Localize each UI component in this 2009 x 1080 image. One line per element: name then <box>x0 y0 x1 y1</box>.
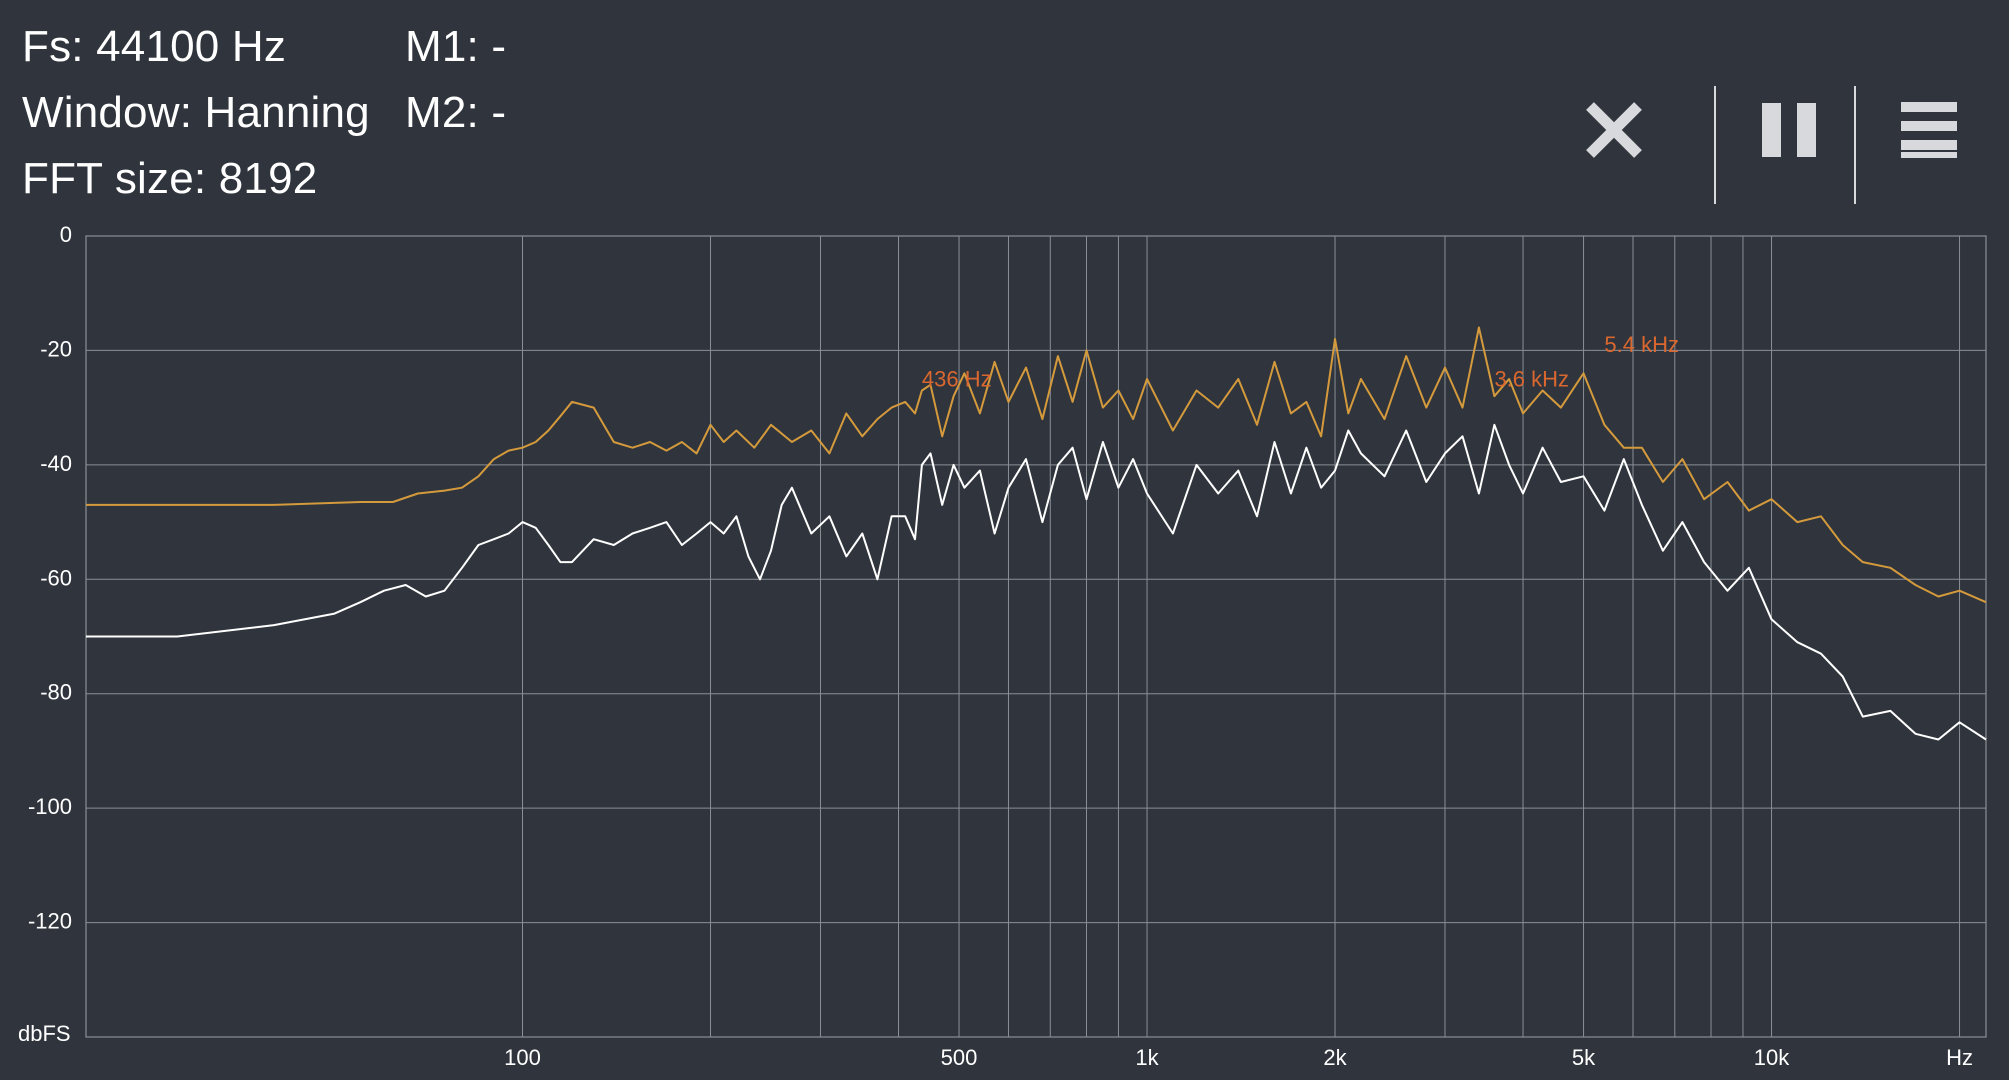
peak-marker-label: 5.4 kHz <box>1604 332 1679 357</box>
menu-icon <box>1901 102 1957 158</box>
close-button[interactable] <box>1549 80 1679 180</box>
x-tick-label: 10k <box>1754 1045 1790 1070</box>
x-tick-label: 1k <box>1135 1045 1159 1070</box>
x-axis-labels: 100 500 1k 2k 5k 10k Hz <box>504 1045 1973 1070</box>
x-tick-label: 5k <box>1572 1045 1596 1070</box>
x-tick-label: 2k <box>1323 1045 1347 1070</box>
x-tick-label: 100 <box>504 1045 541 1070</box>
window-label: Window: Hanning <box>22 88 370 137</box>
x-axis-unit-label: Hz <box>1946 1045 1973 1070</box>
peak-marker-label: 436 Hz <box>922 366 992 391</box>
y-tick-label: -120 <box>28 909 72 934</box>
y-tick-label: -60 <box>40 565 72 590</box>
spectrum-traces <box>86 326 1987 741</box>
plot-frame <box>85 235 1987 1038</box>
x-tick-label: 500 <box>941 1045 978 1070</box>
menu-button[interactable] <box>1864 80 1994 180</box>
pause-button[interactable] <box>1724 80 1854 180</box>
toolbar-divider <box>1854 86 1856 204</box>
fft-size-label: FFT size: 8192 <box>22 154 318 203</box>
peak-hold-trace <box>86 326 1987 604</box>
y-tick-label: -20 <box>40 336 72 361</box>
peak-markers: 436 Hz 3.6 kHz 5.4 kHz <box>922 332 1679 391</box>
live-trace <box>86 423 1987 741</box>
analyzer-info-right: M1: - M2: - <box>405 14 506 146</box>
chart-grid <box>85 235 1987 1038</box>
analyzer-info-left: Fs: 44100 Hz Window: Hanning FFT size: 8… <box>22 14 370 212</box>
marker2-label: M2: - <box>405 88 507 137</box>
y-axis-unit-label: dbFS <box>18 1021 71 1046</box>
peak-marker-label: 3.6 kHz <box>1494 366 1569 391</box>
y-tick-label: -100 <box>28 794 72 819</box>
y-axis-labels: 0 -20 -40 -60 -80 -100 -120 dbFS <box>18 222 72 1046</box>
y-tick-label: -80 <box>40 680 72 705</box>
toolbar <box>1549 80 2009 208</box>
y-tick-label: -40 <box>40 451 72 476</box>
y-tick-label: 0 <box>60 222 72 247</box>
sample-rate-label: Fs: 44100 Hz <box>22 22 287 71</box>
toolbar-divider <box>1714 86 1716 204</box>
pause-icon <box>1762 103 1816 157</box>
marker1-label: M1: - <box>405 22 507 71</box>
close-icon <box>1586 102 1642 158</box>
